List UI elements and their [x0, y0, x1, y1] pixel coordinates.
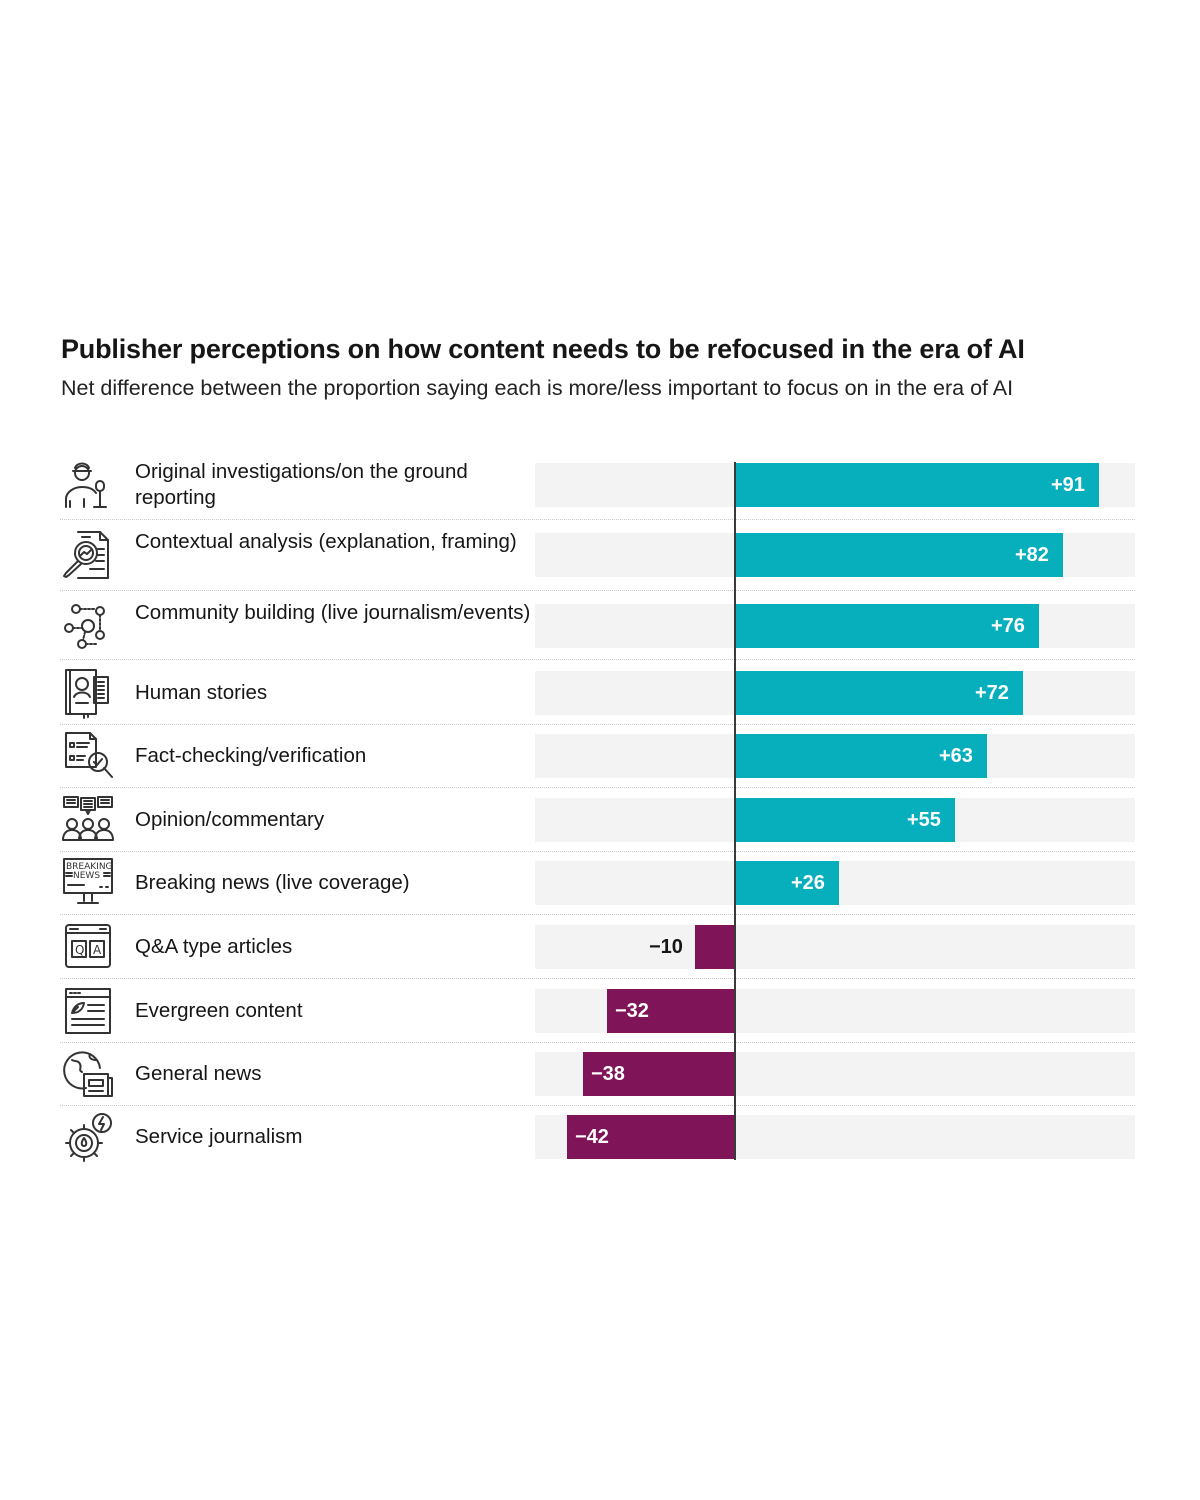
svg-text:BREAKING: BREAKING [66, 862, 113, 872]
chart-row: Community building (live journalism/even… [50, 601, 1135, 660]
positive-bar [735, 671, 1023, 715]
row-divider [60, 787, 1135, 788]
row-divider [60, 851, 1135, 852]
positive-bar [735, 734, 987, 778]
chart-row: Service journalism −42 [50, 1113, 1135, 1162]
checklist-magnifier-icon [60, 730, 116, 782]
bar-track: +55 [535, 798, 1135, 842]
people-network-icon [60, 600, 116, 652]
value-label: −10 [649, 935, 683, 958]
leaf-article-icon [60, 985, 116, 1037]
row-divider [60, 659, 1135, 660]
chart-title: Publisher perceptions on how content nee… [61, 334, 1025, 364]
value-label: −38 [591, 1062, 625, 1085]
reporter-microphone-icon [60, 459, 116, 511]
category-label: Human stories [135, 681, 268, 704]
audience-speech-bubbles-icon [60, 794, 116, 846]
breaking-news-monitor-icon: BREAKING NEWS [60, 857, 116, 909]
category-label: Opinion/commentary [135, 808, 325, 831]
row-divider [60, 590, 1135, 591]
category-label: Evergreen content [135, 999, 303, 1022]
value-label: −42 [575, 1125, 609, 1148]
category-label: Breaking news (live coverage) [135, 871, 410, 894]
chart-row: BREAKING NEWS Breaking news (live coverage… [50, 858, 1135, 915]
value-label: +82 [1015, 543, 1049, 566]
bar-track: +72 [535, 671, 1135, 715]
category-label: Contextual analysis (explanation, framin… [135, 530, 517, 553]
negative-bar [607, 989, 735, 1033]
bar-track: −32 [535, 989, 1135, 1033]
bar-track: +26 [535, 861, 1135, 905]
magnifier-document-chart-icon [60, 529, 116, 581]
positive-bar [735, 463, 1099, 507]
negative-bar [695, 925, 735, 969]
negative-bar [583, 1052, 735, 1096]
chart-row: Original investigations/on the ground re… [50, 460, 1135, 520]
row-divider [60, 724, 1135, 725]
category-label: Service journalism [135, 1125, 303, 1148]
category-label: Fact-checking/verification [135, 744, 367, 767]
value-label: +91 [1051, 473, 1085, 496]
svg-text:NEWS: NEWS [73, 871, 100, 881]
value-label: +63 [939, 744, 973, 767]
value-label: +72 [975, 681, 1009, 704]
bar-track: +76 [535, 604, 1135, 648]
negative-bar [567, 1115, 735, 1159]
chart-row: General news −38 [50, 1051, 1135, 1106]
person-profile-book-icon [60, 667, 116, 719]
category-label: Q&A type articles [135, 935, 293, 958]
bar-track: −10 [535, 925, 1135, 969]
value-label: +55 [907, 808, 941, 831]
zero-axis-line [734, 462, 736, 1160]
chart-row: Fact-checking/verification +63 [50, 732, 1135, 788]
chart-row: Contextual analysis (explanation, framin… [50, 530, 1135, 591]
positive-bar [735, 604, 1039, 648]
value-label: −32 [615, 999, 649, 1022]
positive-bar [735, 861, 839, 905]
globe-newspaper-icon [60, 1048, 116, 1100]
row-divider [60, 1105, 1135, 1106]
category-label: Community building (live journalism/even… [135, 601, 531, 624]
category-label: General news [135, 1062, 262, 1085]
chart-row: Opinion/commentary +55 [50, 796, 1135, 852]
bar-track: +91 [535, 463, 1135, 507]
chart-subtitle: Net difference between the proportion sa… [61, 376, 1014, 400]
row-divider [60, 978, 1135, 979]
value-label: +26 [791, 871, 825, 894]
svg-text:Q: Q [75, 943, 84, 957]
bar-track: −42 [535, 1115, 1135, 1159]
positive-bar [735, 798, 955, 842]
bar-track: +63 [535, 734, 1135, 778]
category-label: Original investigations/on the ground re… [135, 460, 468, 509]
positive-bar [735, 533, 1063, 577]
row-divider [60, 914, 1135, 915]
value-label: +76 [991, 614, 1025, 637]
gear-lightning-icon [60, 1111, 116, 1163]
row-divider [60, 519, 1135, 520]
chart-row: Q A Q&A type articles −10 [50, 924, 1135, 979]
bar-track: −38 [535, 1052, 1135, 1096]
chart-row: Evergreen content −32 [50, 988, 1135, 1043]
bar-track: +82 [535, 533, 1135, 577]
chart-row: Human stories +72 [50, 669, 1135, 725]
svg-text:A: A [93, 943, 102, 957]
row-divider [60, 1042, 1135, 1043]
